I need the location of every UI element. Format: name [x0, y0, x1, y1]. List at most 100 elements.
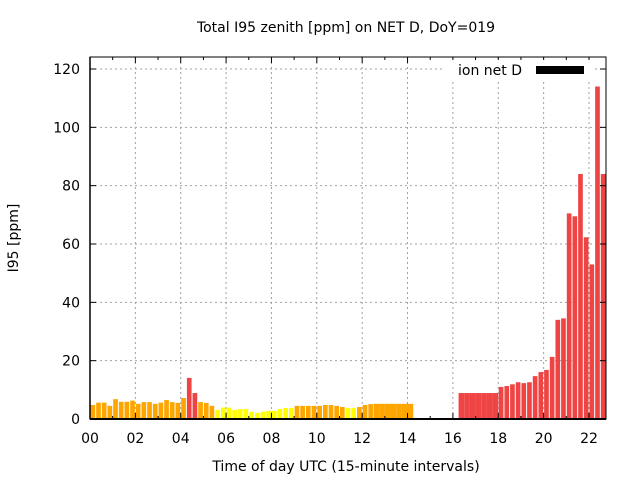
grid	[90, 57, 606, 419]
plot-frame	[89, 56, 607, 420]
bar	[527, 382, 532, 419]
bar	[492, 393, 499, 419]
x-tick-label: 10	[308, 431, 326, 447]
x-tick-label: 04	[172, 431, 190, 447]
tick-labels: 00 02 04 06 08 10 12 14 16 18 20 22 0 20 40 60 80 100 120	[53, 62, 598, 447]
x-tick-label: 16	[444, 431, 462, 447]
bar	[152, 403, 158, 419]
bar	[544, 370, 549, 419]
bar	[249, 411, 254, 419]
bar	[566, 213, 572, 419]
bar	[198, 402, 203, 419]
bar	[481, 393, 487, 419]
x-tick-label: 06	[217, 431, 235, 447]
bar	[118, 401, 124, 419]
x-tick-label: 02	[126, 431, 144, 447]
y-axis-label: I95 [ppm]	[6, 204, 22, 273]
bar	[107, 405, 113, 419]
bar	[90, 405, 96, 419]
bar	[169, 402, 175, 419]
bar	[589, 264, 595, 419]
bar	[243, 409, 249, 419]
bar	[322, 405, 328, 419]
bar	[271, 410, 277, 419]
bar	[351, 407, 357, 419]
x-tick-label: 20	[535, 431, 553, 447]
x-tick-label: 00	[81, 431, 99, 447]
bar	[294, 405, 300, 419]
bar	[186, 377, 192, 419]
bar	[130, 400, 135, 419]
bar	[135, 403, 141, 419]
y-tick-label: 80	[62, 179, 80, 195]
bar	[532, 376, 538, 419]
bar	[237, 409, 243, 419]
y-tick-label: 120	[53, 62, 80, 78]
bar	[555, 319, 561, 419]
bar	[209, 405, 215, 419]
bar	[549, 356, 555, 419]
bar	[334, 405, 339, 419]
bar	[175, 402, 181, 419]
bar	[521, 383, 527, 419]
x-tick-label: 12	[353, 431, 371, 447]
y-tick-label: 40	[62, 295, 80, 311]
bar	[147, 402, 152, 419]
bar	[260, 411, 266, 419]
bar	[124, 401, 130, 419]
bar	[486, 393, 493, 419]
x-axis-label: Time of day UTC (15-minute intervals)	[211, 459, 479, 475]
bar	[510, 384, 515, 419]
bar	[339, 407, 345, 419]
bar	[266, 410, 271, 419]
bar	[357, 407, 362, 419]
bar	[600, 174, 606, 419]
bar	[498, 386, 504, 419]
y-tick-label: 0	[71, 412, 80, 428]
bar	[583, 237, 589, 419]
bar	[277, 409, 283, 419]
bar	[515, 382, 521, 419]
bar	[345, 407, 351, 419]
bar	[464, 393, 470, 419]
bar	[578, 174, 583, 419]
bar	[469, 393, 476, 419]
bar	[475, 393, 482, 419]
axes	[89, 56, 607, 420]
bar	[226, 407, 232, 419]
bar	[181, 398, 186, 419]
bar	[504, 386, 510, 419]
bar	[203, 402, 209, 419]
bar	[328, 405, 334, 419]
bar	[288, 407, 294, 419]
x-tick-label: 22	[580, 431, 598, 447]
bar	[113, 399, 118, 419]
y-tick-label: 60	[62, 237, 80, 253]
legend: ion net D	[444, 60, 594, 80]
bar	[384, 403, 391, 419]
bar	[373, 403, 380, 419]
bar	[254, 412, 260, 419]
bar	[595, 86, 600, 419]
bars	[90, 86, 606, 419]
bar	[96, 402, 101, 419]
bar	[300, 405, 305, 419]
bar	[311, 405, 317, 419]
legend-swatch	[536, 66, 584, 74]
bar	[232, 409, 237, 419]
bar	[396, 403, 402, 419]
y-tick-label: 20	[62, 354, 80, 370]
x-tick-label: 18	[489, 431, 507, 447]
bar	[317, 405, 322, 419]
x-tick-label: 14	[399, 431, 417, 447]
bar	[101, 402, 107, 419]
bar	[390, 403, 397, 419]
bar	[379, 403, 385, 419]
bar	[368, 404, 374, 419]
bar	[158, 402, 164, 419]
bar	[572, 216, 578, 419]
bar	[561, 318, 566, 419]
bar	[215, 409, 220, 419]
bar	[305, 405, 311, 419]
legend-background	[444, 60, 594, 80]
